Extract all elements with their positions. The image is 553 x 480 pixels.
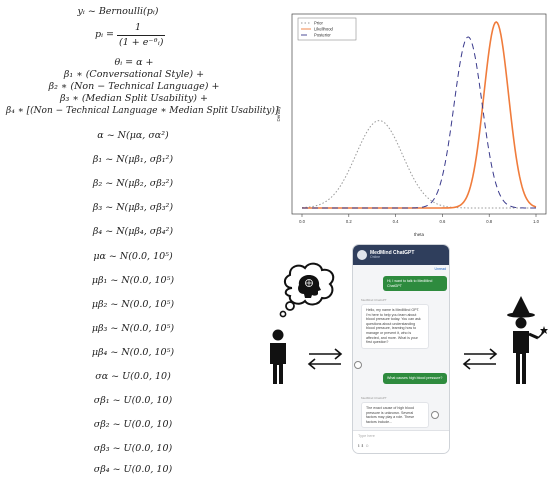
chat-header: MedMind ChatGPT Online	[353, 245, 449, 265]
fraction-bar	[117, 35, 165, 36]
thinking-head-icon	[298, 275, 321, 298]
hyper-mu-alpha: μα ~ N(0.0, 10⁵)	[93, 251, 173, 262]
x-tick-label: 1.0	[533, 219, 539, 224]
chat-toolbar-label[interactable]: Unread	[434, 266, 446, 271]
x-axis-label: theta	[414, 232, 425, 237]
chat-title: MedMind ChatGPT	[370, 249, 415, 256]
legend-label-prior: Prior	[314, 21, 323, 26]
x-axis-ticks: 0.0 0.2 0.4 0.6 0.8 1.0	[299, 214, 540, 224]
prior-beta3: β₃ ~ N(μβ₃, σβ₃²)	[92, 202, 174, 213]
linear-line-4: β₃ ∗ (Median Split Usability) +	[60, 93, 208, 104]
wizard-icon	[507, 296, 548, 384]
plot-frame	[291, 13, 547, 215]
hyper-sigma-beta1: σβ₁ ~ U(0.0, 10)	[93, 395, 173, 406]
bot-avatar	[357, 250, 367, 260]
likelihood-eq: yᵢ ~ Bernoulli(pᵢ)	[77, 6, 159, 17]
density-chart: 0.0 0.2 0.4 0.6 0.8 1.0 theta Density Prior L…	[276, 13, 547, 237]
logistic-denominator: (1 + e⁻ᶿᵢ)	[119, 37, 164, 48]
bot-name-1: MedMind ChatGPT	[361, 298, 387, 302]
x-tick-label: 0.8	[486, 219, 492, 224]
user-message-1: Hi, I want to talk to MedMind ChatGPT	[383, 276, 447, 292]
legend-box	[297, 17, 357, 41]
x-tick-label: 0.2	[346, 219, 352, 224]
chart-legend: Prior Likelihood Posterior	[297, 17, 357, 41]
density-curves	[301, 21, 537, 209]
logistic-numerator: 1	[135, 22, 142, 33]
chat-header-text: MedMind ChatGPT Online	[370, 249, 415, 260]
x-tick-label: 0.6	[439, 219, 445, 224]
bot-message-icon	[354, 361, 362, 369]
hyper-sigma-beta4: σβ₄ ~ U(0.0, 10)	[93, 464, 173, 475]
hyper-sigma-beta3: σβ₃ ~ U(0.0, 10)	[93, 443, 173, 454]
hyper-mu-beta1: μβ₁ ~ N(0.0, 10⁵)	[91, 275, 175, 286]
chat-toolbar: Unread	[353, 265, 449, 272]
linear-line-2: β₁ ∗ (Conversational Style) +	[63, 69, 205, 80]
composer-tools-icon[interactable]: ℹ ⬇ ☺	[358, 443, 370, 448]
series-posterior-line	[302, 36, 536, 209]
prior-alpha: α ~ N(μα, σα²)	[97, 130, 169, 141]
y-axis-label: Density	[276, 106, 281, 122]
series-likelihood-line	[302, 21, 537, 209]
bot-message-1: Hello, my name is MedMind GPT. I'm here …	[361, 304, 429, 349]
chatbot-screen: MedMind ChatGPT Online Unread Hi, I want…	[352, 244, 450, 454]
person-icon	[270, 329, 286, 384]
linear-line-5: β₄ ∗ [(Non − Technical Language ∗ Median…	[6, 106, 279, 116]
bot-action-icon[interactable]	[431, 411, 439, 419]
bot-name-2: MedMind ChatGPT	[361, 396, 387, 400]
x-tick-label: 0.0	[299, 219, 305, 224]
chat-status: Online	[370, 254, 381, 259]
series-prior-line	[301, 120, 536, 209]
hyper-mu-beta4: μβ₄ ~ N(0.0, 10⁵)	[91, 347, 175, 358]
exchange-arrows-icon-left	[307, 348, 343, 370]
message-composer[interactable]: Type here ℹ ⬇ ☺	[353, 430, 449, 453]
exchange-arrows-icon-right	[462, 348, 498, 370]
logistic-lhs: pᵢ =	[95, 29, 114, 40]
prior-beta2: β₂ ~ N(μβ₂, σβ₂²)	[92, 178, 174, 189]
linear-line-3: β₂ ∗ (Non − Technical Language) +	[48, 81, 220, 92]
hyper-mu-beta3: μβ₃ ~ N(0.0, 10⁵)	[91, 323, 175, 334]
message-input[interactable]: Type here	[358, 434, 375, 438]
prior-beta4: β₄ ~ N(μβ₄, σβ₄²)	[92, 226, 174, 237]
user-message-2: What causes high blood pressure?	[383, 373, 447, 384]
bot-message-2: The exact cause of high blood pressure i…	[361, 402, 429, 429]
hyper-sigma-alpha: σα ~ U(0.0, 10)	[95, 371, 171, 382]
legend-label-likelihood: Likelihood	[314, 27, 334, 32]
x-tick-label: 0.4	[393, 219, 399, 224]
hyper-mu-beta2: μβ₂ ~ N(0.0, 10⁵)	[91, 299, 175, 310]
legend-label-posterior: Posterior	[314, 33, 331, 38]
user-figure	[270, 262, 335, 384]
hyper-sigma-beta2: σβ₂ ~ U(0.0, 10)	[93, 419, 173, 430]
prior-beta1: β₁ ~ N(μβ₁, σβ₁²)	[92, 154, 174, 165]
linear-line-1: θᵢ = α +	[114, 57, 154, 68]
